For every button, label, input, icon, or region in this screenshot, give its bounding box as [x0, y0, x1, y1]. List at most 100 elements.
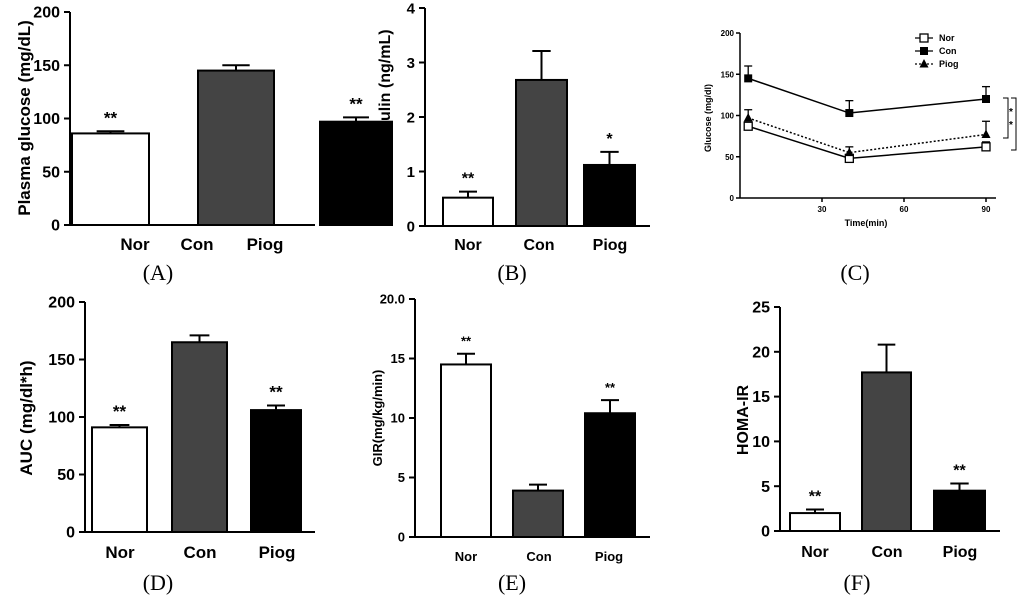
- y-tick-label: 150: [33, 58, 60, 75]
- y-axis-title: GIR(mg/kg/min): [370, 370, 385, 467]
- legend-label: Nor: [939, 33, 955, 43]
- y-tick-label: 0: [398, 530, 405, 545]
- bar-con: [197, 69, 275, 226]
- y-tick-label: 3: [407, 55, 415, 72]
- panel-label: (E): [498, 570, 526, 595]
- y-tick-label: 20: [752, 344, 770, 361]
- y-tick-label: 50: [42, 164, 60, 181]
- x-category-label: Nor: [455, 549, 477, 564]
- legend-label: Piog: [939, 59, 959, 69]
- chart-panel-b: 0 1 2 3 4 Plasma insulin (ng/mL) Nor ** Con Piog *…: [377, 0, 650, 285]
- y-tick-label: 150: [48, 352, 75, 369]
- bar-nor: [789, 512, 841, 533]
- x-category-label: Con: [526, 549, 551, 564]
- y-tick-label: 25: [752, 300, 770, 317]
- y-tick-label: 0: [730, 194, 735, 203]
- bar-con: [512, 489, 564, 538]
- bar-con: [515, 78, 568, 227]
- y-tick-label: 15: [752, 389, 770, 406]
- bar-con: [171, 341, 228, 533]
- x-tick-label: 30: [818, 205, 827, 214]
- y-tick-label: 10: [752, 434, 770, 451]
- bar-piog: [583, 163, 636, 228]
- y-tick-label: 200: [721, 29, 735, 38]
- x-category-label: Con: [180, 235, 213, 254]
- y-tick-label: 50: [57, 467, 75, 484]
- y-axis-title: AUC (mg/dl*h): [17, 360, 36, 475]
- x-category-label: Piog: [595, 549, 623, 564]
- significance-marker: *: [606, 131, 613, 148]
- significance-marker: **: [953, 463, 966, 480]
- x-category-label: Piog: [593, 237, 628, 254]
- y-tick-label: 4: [407, 0, 416, 17]
- y-tick-label: 2: [407, 109, 415, 126]
- significance-marker: **: [605, 380, 616, 395]
- panel-label: (B): [497, 260, 526, 285]
- x-category-label: Piog: [247, 235, 284, 254]
- chart-panel-f: 0 5 10 15 20 25 HOMA-IR Nor ** Con Piog ** (F): [735, 300, 1000, 595]
- significance-bracket: [1011, 97, 1017, 151]
- panel-label: (C): [840, 260, 869, 285]
- y-axis-title: Plasma glucose (mg/dL): [15, 20, 34, 216]
- bar-nor: [442, 196, 494, 228]
- y-tick-label: 0: [66, 525, 75, 542]
- data-point-piog: [743, 112, 753, 122]
- panel-label: (F): [844, 570, 871, 595]
- y-tick-label: 0: [407, 218, 415, 235]
- y-axis-title: Glucose (mg/dl): [703, 84, 713, 152]
- significance-bracket: [1003, 97, 1009, 139]
- significance-marker: **: [269, 383, 283, 402]
- chart-panel-c: 0 50 100 150 200 30 60 90 Time(min) Glucose (mg/d…: [703, 29, 1017, 285]
- legend-marker: [920, 47, 928, 55]
- x-category-label: Piog: [943, 544, 978, 561]
- x-category-label: Con: [871, 544, 902, 561]
- data-point-con: [845, 109, 854, 118]
- y-tick-label: 50: [725, 153, 734, 162]
- x-category-label: Nor: [454, 237, 482, 254]
- bar-nor: [71, 132, 150, 226]
- x-category-label: Con: [523, 237, 554, 254]
- bar-piog: [250, 409, 302, 534]
- significance-marker: **: [809, 488, 822, 505]
- series-line-piog: [747, 117, 987, 154]
- bar-con: [861, 371, 912, 532]
- significance-marker: *: [1009, 107, 1013, 118]
- bar-nor: [440, 363, 492, 539]
- chart-panel-d: 0 50 100 150 200 AUC (mg/dl*h) Nor ** Con Piog ** (…: [17, 295, 315, 595]
- significance-marker: **: [113, 402, 127, 421]
- x-category-label: Con: [183, 543, 216, 562]
- panel-label: (D): [143, 570, 174, 595]
- bar-piog: [933, 489, 986, 532]
- y-tick-label: 150: [721, 70, 735, 79]
- chart-panel-e: 0 5 10 15 20.0 GIR(mg/kg/min) Nor ** Con Piog ** (E…: [370, 292, 650, 595]
- significance-marker: **: [104, 108, 118, 127]
- y-tick-label: 0: [761, 524, 770, 541]
- legend-marker: [919, 33, 929, 43]
- y-tick-label: 1: [407, 164, 415, 181]
- y-tick-label: 5: [398, 470, 405, 485]
- significance-marker: **: [349, 94, 363, 113]
- legend-marker: [919, 59, 929, 68]
- legend-label: Con: [939, 46, 957, 56]
- y-axis-title: HOMA-IR: [735, 384, 752, 455]
- panel-label: (A): [143, 260, 174, 285]
- x-category-label: Piog: [259, 543, 296, 562]
- y-tick-label: 100: [721, 112, 735, 121]
- bar-piog: [584, 412, 636, 538]
- y-axis-title: Plasma insulin (ng/mL): [377, 29, 394, 204]
- data-point-con: [744, 74, 753, 83]
- y-tick-label: 200: [33, 5, 60, 22]
- y-tick-label: 20.0: [380, 292, 405, 307]
- y-tick-label: 100: [48, 410, 75, 427]
- bar-piog: [319, 120, 393, 226]
- data-point-piog: [844, 147, 854, 157]
- significance-marker: **: [461, 334, 472, 349]
- series-line-nor: [747, 125, 987, 160]
- y-tick-label: 10: [391, 411, 405, 426]
- data-point-piog: [981, 129, 991, 138]
- y-tick-label: 5: [761, 479, 770, 496]
- x-category-label: Nor: [105, 543, 135, 562]
- bar-nor: [91, 426, 148, 534]
